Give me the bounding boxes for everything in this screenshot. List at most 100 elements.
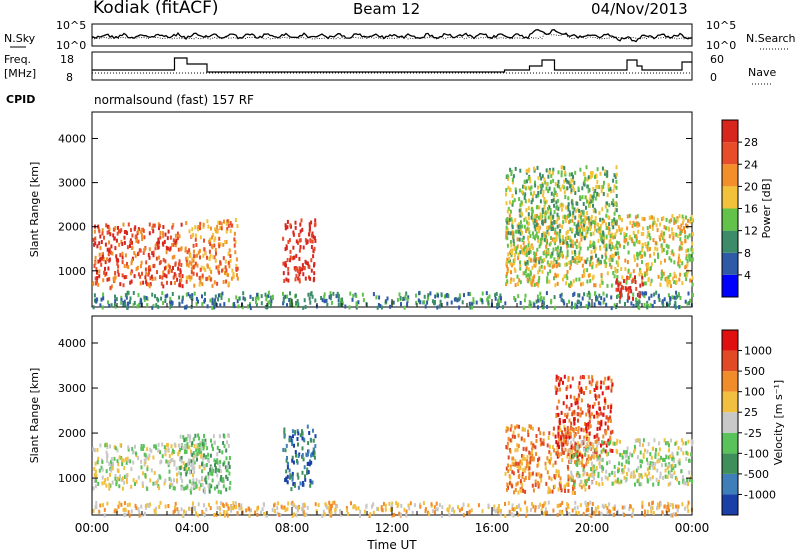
power-cell: [587, 227, 590, 231]
power-cell: [613, 303, 616, 308]
power-cell: [577, 219, 580, 224]
velocity-cell: [188, 506, 191, 511]
power-cell: [536, 205, 539, 210]
velocity-cell: [171, 482, 174, 487]
velocity-cell: [154, 510, 157, 515]
velocity-cell: [187, 466, 190, 471]
power-cell: [656, 247, 659, 252]
power-cell: [637, 301, 640, 306]
power-cell: [594, 209, 597, 214]
power-colorbar-label: 8: [744, 247, 751, 260]
power-cell: [624, 258, 627, 263]
power-cell: [208, 249, 211, 254]
velocity-colorbar-label: 100: [744, 386, 765, 399]
velocity-cell: [607, 385, 610, 390]
velocity-cell: [555, 414, 558, 419]
power-cell: [247, 304, 249, 309]
power-cell: [539, 172, 542, 177]
power-cell: [646, 300, 649, 305]
power-cell: [561, 224, 564, 229]
power-cell: [150, 274, 153, 279]
power-cell: [509, 280, 512, 284]
power-cell: [588, 204, 591, 208]
power-cell: [691, 275, 694, 280]
power-cell: [534, 236, 536, 241]
velocity-cell: [284, 508, 287, 513]
velocity-cell: [102, 503, 104, 508]
velocity-cell: [556, 454, 559, 459]
power-cell: [285, 263, 287, 268]
velocity-cell: [372, 502, 375, 507]
velocity-cell: [584, 479, 587, 484]
power-cell: [563, 274, 566, 279]
power-cell: [578, 253, 581, 258]
power-cell: [593, 191, 596, 196]
power-cell: [110, 284, 113, 289]
velocity-cell: [391, 501, 394, 506]
velocity-cell: [198, 479, 201, 484]
power-cell: [112, 276, 115, 281]
velocity-cell: [531, 453, 534, 458]
power-cell: [471, 305, 474, 310]
velocity-cell: [585, 444, 588, 449]
xaxis-label: Time UT: [366, 538, 417, 552]
power-cell: [673, 295, 676, 300]
velocity-cell: [574, 446, 577, 451]
power-cell: [148, 284, 151, 289]
velocity-cell: [585, 429, 588, 434]
velocity-cell: [586, 443, 589, 448]
power-cell: [634, 275, 636, 280]
velocity-cell: [526, 508, 529, 513]
velocity-cell: [153, 470, 156, 475]
power-cell: [602, 300, 605, 305]
power-cell: [641, 280, 644, 285]
power-cell: [184, 248, 187, 253]
velocity-cell: [598, 457, 601, 462]
power-cell: [116, 261, 119, 266]
velocity-cell: [547, 486, 550, 491]
power-cell: [634, 222, 636, 227]
power-cell: [586, 246, 589, 251]
power-cell: [506, 243, 509, 248]
power-cell: [650, 293, 653, 298]
velocity-cell: [408, 506, 411, 511]
velocity-cell: [125, 480, 128, 484]
velocity-cell: [506, 482, 509, 487]
power-cell: [554, 272, 557, 277]
power-cell: [660, 271, 663, 276]
velocity-cell: [114, 476, 117, 481]
velocity-cell: [201, 509, 204, 514]
velocity-cell: [588, 413, 591, 418]
power-cell: [668, 301, 671, 305]
velocity-cell: [520, 436, 523, 441]
power-cell: [538, 229, 540, 234]
power-cell: [610, 257, 613, 262]
velocity-cell: [556, 387, 559, 392]
power-cell: [599, 224, 602, 229]
power-cell: [680, 241, 683, 246]
velocity-cell: [184, 469, 187, 474]
power-cell: [531, 265, 534, 270]
velocity-cell: [629, 452, 632, 457]
power-cell: [685, 249, 688, 254]
power-cell: [375, 295, 378, 300]
power-cell: [628, 295, 631, 300]
power-cell: [211, 283, 214, 288]
velocity-cell: [565, 507, 568, 512]
power-cell: [188, 274, 191, 279]
power-cell: [589, 175, 592, 180]
velocity-cell: [430, 502, 433, 507]
power-cell: [601, 254, 604, 259]
velocity-cell: [585, 433, 588, 438]
velocity-cell: [559, 428, 562, 433]
power-cell: [548, 242, 551, 247]
velocity-cell: [288, 438, 291, 443]
power-cell: [685, 277, 688, 282]
velocity-cell: [608, 460, 611, 464]
power-cell: [580, 219, 583, 224]
power-cell: [574, 259, 577, 264]
velocity-cell: [256, 512, 259, 517]
power-cell: [310, 245, 313, 249]
velocity-cell: [240, 506, 243, 511]
velocity-cell: [508, 509, 511, 514]
